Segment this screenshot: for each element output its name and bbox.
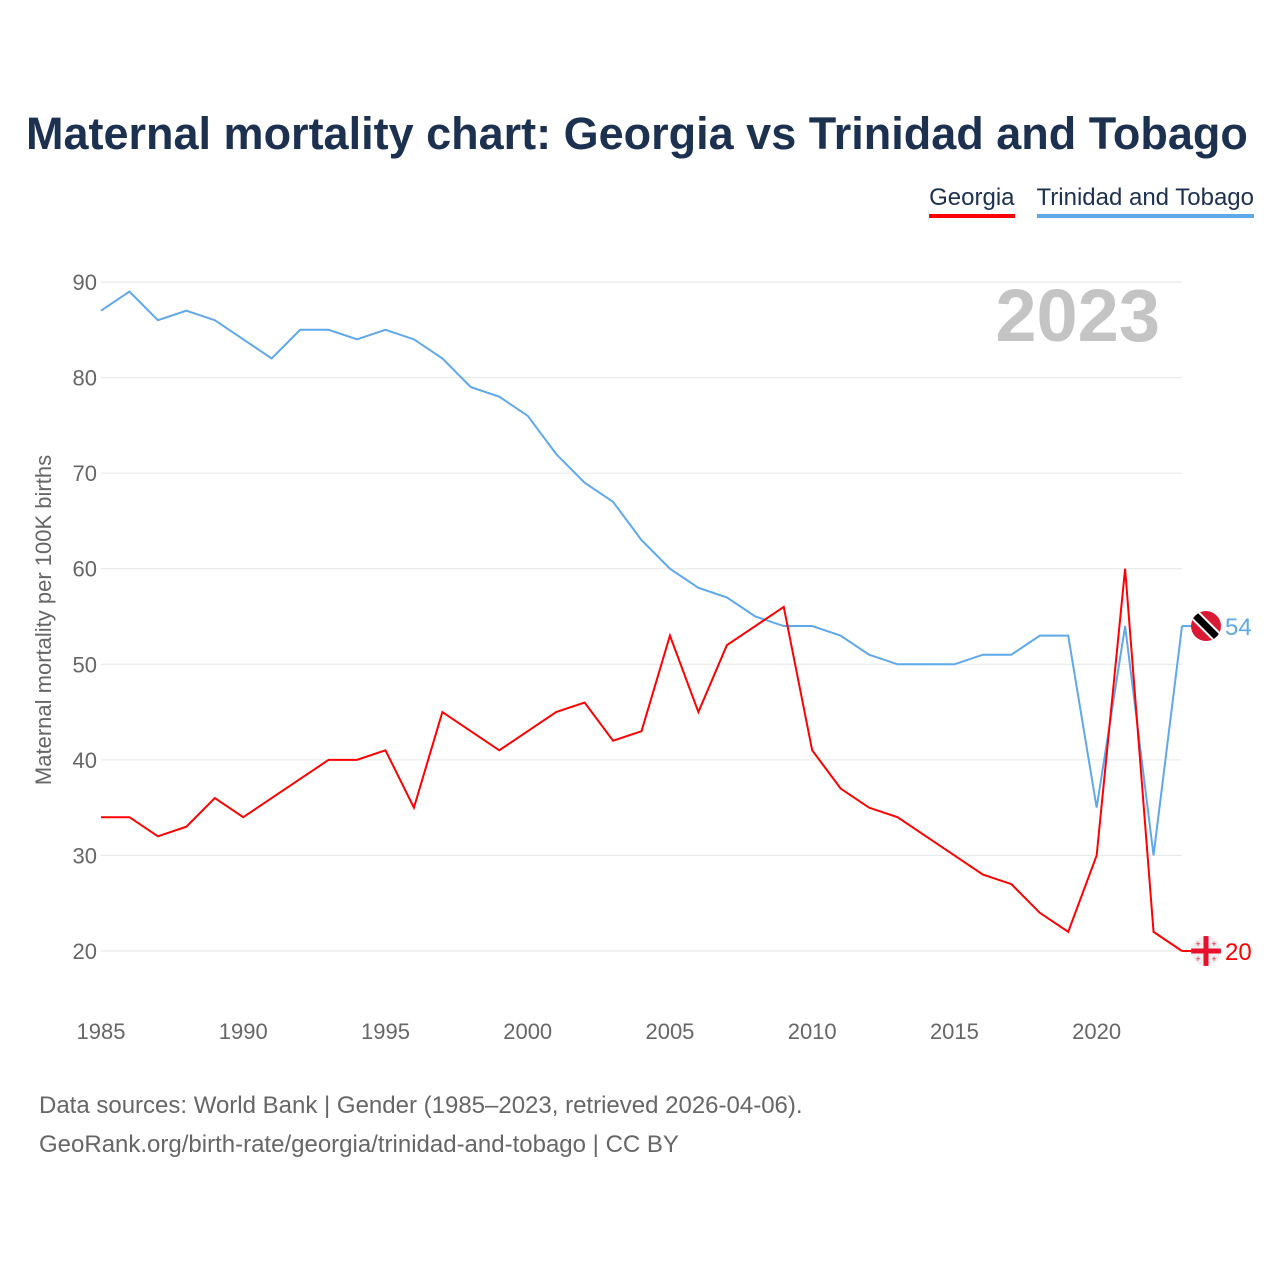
year-label: 2023 (995, 274, 1160, 357)
chart-title: Maternal mortality chart: Georgia vs Tri… (26, 108, 1248, 159)
x-tick-label: 1985 (77, 1019, 126, 1044)
y-tick-label: 70 (73, 461, 97, 486)
legend: Georgia Trinidad and Tobago (929, 184, 1254, 218)
y-tick-label: 60 (73, 557, 97, 582)
x-tick-label: 2020 (1072, 1019, 1121, 1044)
legend-trinidad-and-tobago[interactable]: Trinidad and Tobago (1036, 184, 1254, 218)
x-tick-label: 1995 (361, 1019, 410, 1044)
y-tick-label: 80 (73, 366, 97, 391)
end-value-label: 54 (1225, 614, 1252, 641)
y-tick-label: 20 (73, 939, 97, 964)
attribution-link[interactable]: GeoRank.org/birth-rate/georgia/trinidad-… (39, 1131, 679, 1158)
x-tick-label: 2010 (788, 1019, 837, 1044)
y-tick-label: 90 (73, 270, 97, 295)
svg-text:+: + (1211, 954, 1216, 964)
end-value-label: 20 (1225, 939, 1252, 966)
legend-georgia[interactable]: Georgia (929, 184, 1015, 218)
x-tick-label: 2015 (930, 1019, 979, 1044)
y-tick-label: 50 (73, 652, 97, 677)
series-line-georgia (101, 568, 1183, 952)
svg-text:+: + (1211, 939, 1216, 949)
georgia-flag-icon: + + + + (1191, 936, 1221, 966)
footer: Data sources: World Bank | Gender (1985–… (39, 1086, 803, 1164)
x-tick-label: 1990 (219, 1019, 268, 1044)
trinidad-and-tobago-flag-icon (1191, 611, 1221, 642)
series-line-trinidad-and-tobago (100, 290, 1183, 856)
data-source-text: Data sources: World Bank | Gender (1985–… (39, 1092, 803, 1119)
svg-text:+: + (1195, 954, 1200, 964)
x-tick-label: 2000 (503, 1019, 552, 1044)
y-tick-label: 30 (73, 843, 97, 868)
svg-text:+: + (1195, 939, 1200, 949)
y-tick-label: 40 (73, 748, 97, 773)
x-tick-label: 2005 (645, 1019, 694, 1044)
y-axis-label: Maternal mortality per 100K births (31, 455, 56, 785)
